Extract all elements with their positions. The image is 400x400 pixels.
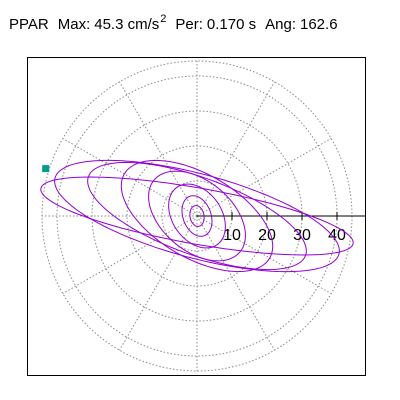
grid-spoke-150 bbox=[62, 138, 198, 217]
max-marker bbox=[42, 165, 50, 173]
max-label: Max: bbox=[57, 16, 91, 33]
max-value: 45.3 cm/s bbox=[94, 16, 160, 33]
max-unit-exponent: 2 bbox=[160, 13, 167, 25]
angle-value: 162.6 bbox=[300, 16, 338, 33]
orbit-loop-3 bbox=[87, 161, 307, 271]
orbit-loop-1 bbox=[40, 176, 354, 256]
max-point-marker bbox=[42, 165, 50, 173]
radial-tick-label-40: 40 bbox=[328, 227, 346, 244]
period-label: Per: bbox=[175, 16, 203, 33]
orbit-loop-4 bbox=[120, 159, 274, 273]
grid-spoke-330 bbox=[196, 215, 332, 294]
grid-spoke-240 bbox=[119, 215, 198, 351]
grid-spoke-60 bbox=[196, 81, 275, 217]
radial-tick-label-30: 30 bbox=[293, 227, 311, 244]
orbit-loop-7 bbox=[181, 195, 213, 237]
grid-spoke-30 bbox=[196, 138, 332, 217]
orbit-loop-2 bbox=[54, 159, 340, 273]
orbit-loop-6 bbox=[168, 183, 226, 249]
orbit-loop-5 bbox=[148, 170, 246, 262]
grid-spoke-120 bbox=[119, 81, 198, 217]
grid-spoke-210 bbox=[62, 215, 198, 294]
chart-title: PPAR Max: 45.3 cm/s2 Per: 0.170 s Ang: 162.6 bbox=[9, 13, 338, 35]
period-value: 0.170 s bbox=[206, 16, 257, 33]
orbit-trace bbox=[40, 159, 354, 273]
radial-tick-label-20: 20 bbox=[258, 227, 276, 244]
grid-spoke-300 bbox=[196, 215, 275, 351]
angle-label: Ang: bbox=[265, 16, 296, 33]
radial-tick-label-10: 10 bbox=[223, 227, 241, 244]
channel-label: PPAR bbox=[9, 16, 49, 33]
orbit-loop-8 bbox=[189, 205, 205, 227]
